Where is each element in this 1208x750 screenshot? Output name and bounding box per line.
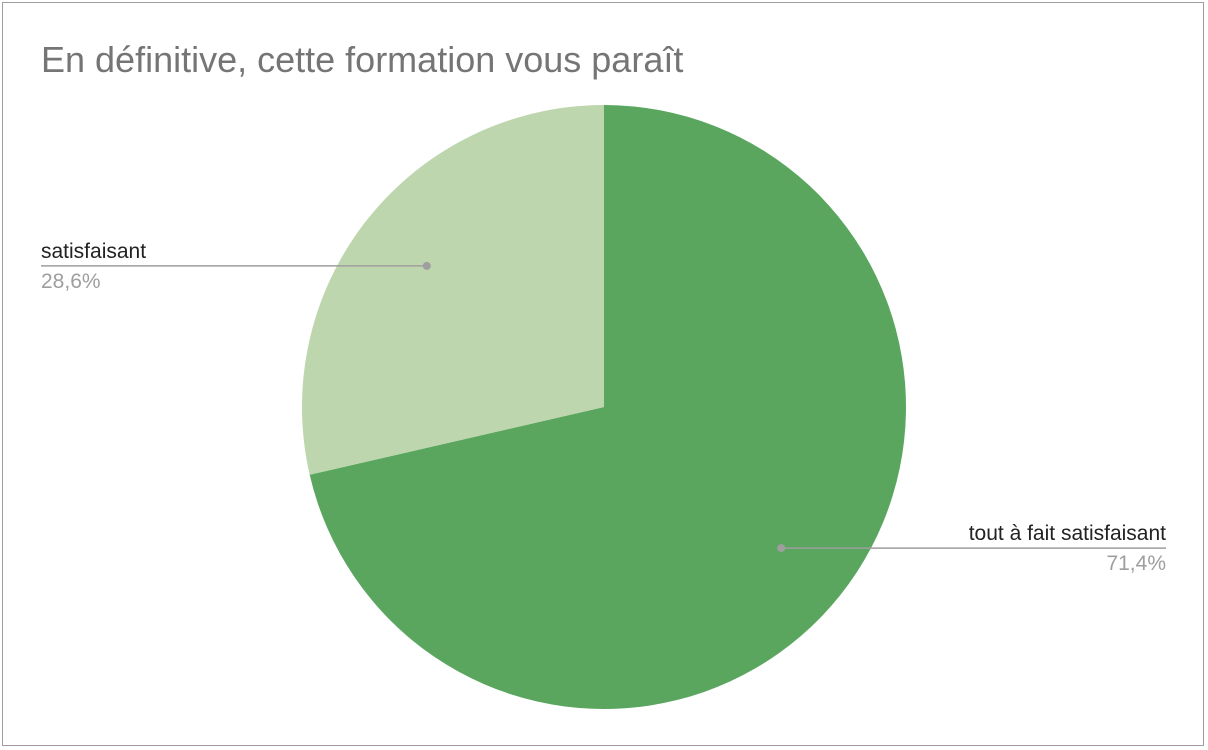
pie-slice-2[interactable] — [301, 105, 604, 475]
slice-label-2: satisfaisant — [41, 240, 146, 263]
labels-layer: tout à fait satisfaisant 71,4% satisfaisan… — [41, 240, 1166, 575]
chart-title: En définitive, cette formation vous para… — [41, 39, 684, 80]
leader-dot-2 — [422, 261, 431, 270]
slice-label-1: tout à fait satisfaisant — [969, 522, 1166, 545]
slice-percent-1: 71,4% — [1106, 552, 1166, 575]
slices-layer — [301, 105, 906, 709]
slice-percent-2: 28,6% — [41, 270, 101, 293]
pie-slice-1[interactable] — [309, 105, 906, 709]
leader-dot-1 — [777, 544, 786, 553]
